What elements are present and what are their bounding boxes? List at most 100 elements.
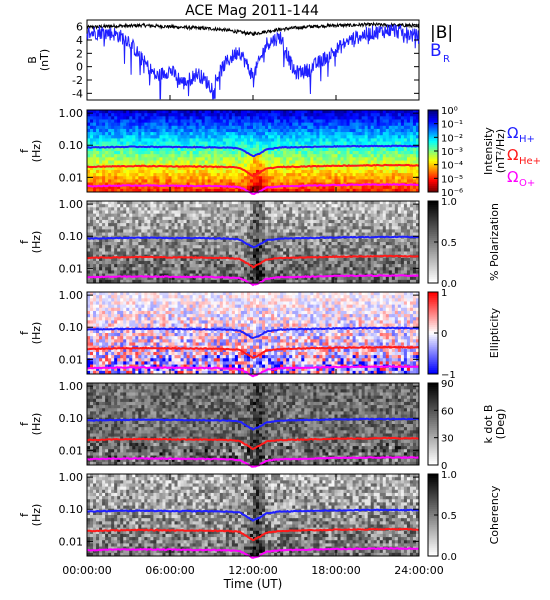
intensity-cell — [105, 138, 109, 142]
intensity-colorbar-step — [428, 134, 438, 138]
intensity-cell — [210, 110, 215, 114]
polarization-cell — [259, 235, 263, 240]
polarization-cell — [144, 232, 148, 237]
polarization-cell — [286, 276, 290, 281]
intensity-cell — [243, 110, 248, 114]
polarization-cell — [234, 235, 239, 240]
intensity-cell — [210, 116, 215, 120]
intensity-cell — [400, 116, 405, 120]
intensity-cell — [93, 122, 97, 127]
polarization-cell — [246, 248, 251, 252]
intensity-cell — [240, 116, 245, 120]
intensity-cell — [96, 185, 100, 190]
intensity-cell — [283, 135, 287, 139]
intensity-cell — [358, 122, 363, 127]
intensity-cell — [231, 122, 236, 127]
intensity-cell — [135, 154, 139, 158]
intensity-ytick-label: 1.00 — [59, 107, 84, 120]
intensity-cell — [379, 154, 384, 158]
polarization-cell — [249, 279, 254, 284]
intensity-cell — [243, 116, 248, 120]
intensity-cell — [126, 179, 130, 183]
intensity-cell — [222, 119, 227, 124]
intensity-cell — [225, 135, 230, 139]
polarization-cell — [240, 267, 245, 271]
intensity-cell — [237, 151, 242, 155]
intensity-cell — [132, 113, 136, 117]
polarization-cell — [159, 226, 163, 230]
intensity-cell — [274, 169, 278, 174]
intensity-cell — [373, 176, 378, 180]
polarization-cell — [319, 229, 323, 233]
polarization-cell — [177, 223, 181, 227]
intensity-cell — [198, 116, 203, 120]
polarization-cell — [301, 267, 305, 271]
polarization-cell — [126, 232, 130, 237]
intensity-colorbar-tick-label: 10⁻¹ — [441, 120, 463, 131]
polarization-cell — [313, 248, 317, 252]
intensity-cell — [195, 125, 200, 130]
intensity-cell — [198, 135, 203, 139]
intensity-cell — [213, 169, 218, 174]
intensity-cell — [268, 113, 272, 117]
polarization-cell — [114, 226, 118, 230]
intensity-cell — [117, 138, 121, 142]
polarization-cell — [268, 270, 272, 274]
intensity-cell — [105, 185, 109, 190]
intensity-cell — [174, 119, 178, 124]
intensity-cell — [132, 110, 136, 114]
intensity-cell — [141, 132, 145, 136]
intensity-cell — [277, 176, 281, 180]
polarization-cell — [253, 276, 257, 281]
polarization-cell — [102, 226, 106, 230]
intensity-cell — [150, 166, 154, 171]
intensity-cell — [289, 132, 293, 136]
polarization-cell — [186, 223, 191, 227]
polarization-cell — [280, 257, 284, 262]
polarization-cell — [99, 201, 103, 205]
intensity-cell — [198, 151, 203, 155]
intensity-cell — [361, 151, 366, 155]
polarization-cell — [123, 223, 127, 227]
intensity-cell — [183, 141, 187, 146]
polarization-cell — [99, 238, 103, 243]
polarization-cell — [147, 213, 151, 218]
intensity-cell — [382, 154, 387, 158]
polarization-cell — [168, 229, 172, 233]
intensity-cell — [96, 147, 100, 152]
intensity-cell — [234, 151, 239, 155]
intensity-cell — [141, 110, 145, 114]
intensity-cell — [108, 176, 112, 180]
intensity-cell — [352, 122, 357, 127]
polarization-cell — [207, 251, 212, 256]
intensity-cell — [213, 157, 218, 161]
polarization-cell — [159, 242, 163, 246]
polarization-cell — [204, 242, 209, 246]
intensity-cell — [96, 151, 100, 155]
intensity-cell — [102, 141, 106, 146]
polarization-cell — [271, 226, 275, 230]
polarization-cell — [210, 210, 215, 215]
intensity-cell — [87, 125, 91, 130]
intensity-cell — [216, 122, 221, 127]
polarization-cell — [90, 257, 94, 262]
polarization-cell — [283, 245, 287, 249]
intensity-cell — [204, 125, 209, 130]
intensity-cell — [117, 182, 121, 187]
polarization-cell — [117, 251, 121, 256]
intensity-cell — [349, 135, 353, 139]
intensity-cell — [132, 147, 136, 152]
polarization-cell — [183, 276, 187, 281]
intensity-colorbar-step — [428, 122, 438, 125]
intensity-cell — [93, 157, 97, 161]
polarization-cell — [231, 245, 236, 249]
polarization-cell — [298, 251, 302, 256]
polarization-cell — [171, 270, 175, 274]
polarization-cell — [114, 216, 118, 221]
intensity-cell — [286, 116, 290, 120]
polarization-cell — [108, 251, 112, 256]
polarization-cell — [283, 201, 287, 205]
intensity-cell — [228, 173, 233, 177]
intensity-cell — [129, 160, 133, 165]
intensity-cell — [346, 151, 350, 155]
